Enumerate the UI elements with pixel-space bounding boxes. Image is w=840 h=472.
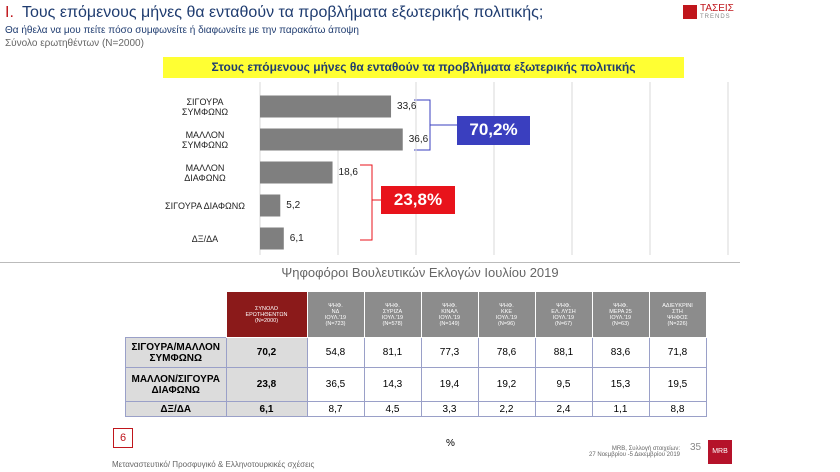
table-cell: 8,8	[648, 401, 707, 417]
chart: 33,6 36,6 18,6 5,2 6,1	[259, 82, 729, 255]
y-tick-label: ΔΞ/ΔΑ	[191, 233, 219, 244]
value-label: 33,6	[397, 101, 417, 112]
bar	[260, 194, 281, 217]
column-header: ΨΗΦ. ΜΕΡΑ 25 ΙΟΥΛ.'19 (N=63)	[591, 291, 650, 338]
y-tick-label: ΜΑΛΛΟΝ ΔΙΑΦΩΝΩ	[184, 162, 226, 183]
column-header: ΨΗΦ. ΚΚΕ ΙΟΥΛ.'19 (N=96)	[477, 291, 536, 338]
table-cell: 83,6	[591, 337, 650, 368]
table-cell: 54,8	[306, 337, 365, 368]
y-tick-label: ΜΑΛΛΟΝ ΣΥΜΦΩΝΩ	[181, 129, 229, 150]
logo: ΤΑΣΕΙΣ	[700, 3, 734, 14]
table-cell: 36,5	[306, 367, 365, 402]
value-label: 5,2	[286, 200, 300, 211]
table-cell: 78,6	[477, 337, 536, 368]
row-header: ΣΙΓΟΥΡΑ/ΜΑΛΛΟΝ ΣΥΜΦΩΝΩ	[125, 337, 227, 368]
chart-title: Στους επόμενους μήνες θα ενταθούν τα προ…	[163, 57, 684, 78]
bar	[260, 227, 284, 250]
table-cell: 1,1	[591, 401, 650, 417]
annotation: 23,8%	[381, 186, 455, 214]
y-tick-label: ΣΙΓΟΥΡΑ ΣΥΜΦΩΝΩ	[181, 96, 229, 117]
value-label: 6,1	[290, 233, 304, 244]
page-number: 35	[690, 442, 702, 453]
row-header: ΜΑΛΛΟΝ/ΣΙΓΟΥΡΑ ΔΙΑΦΩΝΩ	[125, 367, 227, 402]
bar	[260, 128, 403, 151]
table-cell: 81,1	[363, 337, 422, 368]
table-cell: 2,4	[534, 401, 593, 417]
bar	[260, 161, 333, 184]
logo-mark	[683, 5, 697, 19]
table-cell: 88,1	[534, 337, 593, 368]
value-label: 36,6	[409, 134, 429, 145]
table-cell: 3,3	[420, 401, 479, 417]
bar	[260, 95, 392, 118]
bracket	[414, 99, 457, 151]
slide-number: 6	[113, 428, 133, 448]
table-cell: 8,7	[306, 401, 365, 417]
column-header: ΨΗΦ. ΚΙΝΑΛ ΙΟΥΛ.'19 (N=149)	[420, 291, 479, 338]
table-cell: 71,8	[648, 337, 707, 368]
subtitle: Θα ήθελα να μου πείτε πόσο συμφωνείτε ή …	[5, 25, 359, 36]
column-header: ΣΥΝΟΛΟ ΕΡΩΤΗΘΕΝΤΩΝ (N=2000)	[225, 291, 308, 338]
table-cell: 23,8	[225, 367, 308, 402]
table-cell: 9,5	[534, 367, 593, 402]
table-cell: 19,5	[648, 367, 707, 402]
base: Σύνολο ερωτηθέντων (N=2000)	[5, 38, 144, 49]
table-cell: 15,3	[591, 367, 650, 402]
table-cell: 14,3	[363, 367, 422, 402]
topic: Μεταναστευτικό/ Προσφυγικό & Ελληνοτουρκ…	[112, 460, 315, 469]
row-header: ΔΞ/ΔΑ	[125, 401, 227, 417]
logo-sub: TRENDS	[700, 14, 731, 20]
separator	[0, 262, 740, 263]
table-cell: 77,3	[420, 337, 479, 368]
table-cell: 19,4	[420, 367, 479, 402]
title: Τους επόμενους μήνες θα ενταθούν τα προβ…	[22, 4, 544, 21]
column-header: ΨΗΦ. ΕΛ. ΛΥΣΗ ΙΟΥΛ.'19 (N=67)	[534, 291, 593, 338]
unit: %	[446, 438, 455, 449]
table-cell: 2,2	[477, 401, 536, 417]
title-number: I.	[5, 4, 14, 21]
table-cell: 6,1	[225, 401, 308, 417]
bracket	[360, 164, 381, 241]
table-cell: 70,2	[225, 337, 308, 368]
column-header: ΨΗΦ. ΝΔ ΙΟΥΛ.'19 (N=723)	[306, 291, 365, 338]
table-caption: Ψηφοφόροι Βουλευτικών Εκλογών Ιουλίου 20…	[281, 265, 559, 280]
corner	[126, 292, 227, 338]
value-label: 18,6	[339, 167, 359, 178]
table-cell: 4,5	[363, 401, 422, 417]
column-header: ΨΗΦ. ΣΥΡΙΖΑ ΙΟΥΛ.'19 (N=578)	[363, 291, 422, 338]
table: ΣΥΝΟΛΟ ΕΡΩΤΗΘΕΝΤΩΝ (N=2000) ΨΗΦ. ΝΔ ΙΟΥΛ.…	[125, 291, 707, 417]
source: MRB, Συλλογή στοιχείων: 27 Νοεμβρίου -5 …	[589, 446, 680, 458]
y-tick-label: ΣΙΓΟΥΡΑ ΔΙΑΦΩΝΩ	[165, 200, 245, 211]
annotation: 70,2%	[457, 116, 530, 145]
column-header: ΑΔΙΕΥΚΡΙΝΙ ΣΤΗ ΨΗΦΟΣ (N=226)	[648, 291, 707, 338]
brand: MRB	[708, 440, 732, 464]
table-cell: 19,2	[477, 367, 536, 402]
